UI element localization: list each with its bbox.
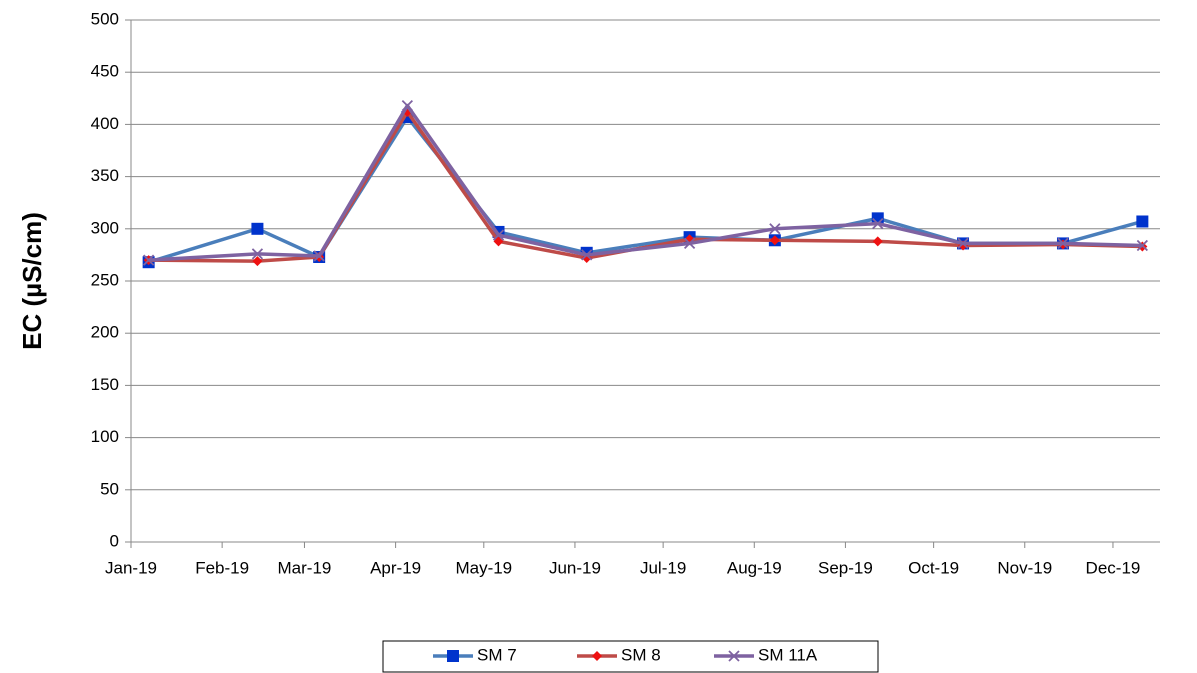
marker	[872, 217, 884, 230]
marker	[592, 651, 602, 661]
x-tick-label: Sep-19	[818, 558, 873, 577]
marker	[251, 222, 264, 235]
marker	[313, 250, 325, 262]
legend-label: SM 11A	[758, 645, 818, 664]
y-axis-label: EC (µS/cm)	[17, 212, 47, 350]
marker	[1136, 239, 1148, 252]
marker	[252, 256, 263, 267]
x-tick-label: Jun-19	[549, 558, 601, 577]
y-tick-label: 50	[100, 479, 119, 498]
y-tick-label: 100	[91, 427, 119, 446]
marker	[251, 248, 264, 260]
series-line	[148, 115, 1143, 264]
y-tick-label: 250	[91, 270, 119, 289]
marker	[581, 249, 593, 261]
y-tick-label: 500	[91, 9, 119, 28]
x-tick-label: Mar-19	[278, 558, 332, 577]
x-tick-label: Feb-19	[195, 558, 249, 577]
marker	[143, 254, 155, 266]
legend-label: SM 7	[477, 645, 517, 664]
marker	[447, 650, 459, 662]
marker	[769, 235, 780, 246]
y-tick-label: 300	[91, 218, 119, 237]
legend-label: SM 8	[621, 645, 661, 664]
x-tick-label: Nov-19	[997, 558, 1052, 577]
y-tick-label: 450	[91, 62, 119, 81]
marker	[872, 236, 883, 247]
marker	[1136, 215, 1149, 228]
marker	[769, 223, 781, 235]
series-line	[148, 110, 1143, 263]
marker	[1057, 237, 1069, 250]
marker	[401, 99, 413, 112]
x-tick-label: May-19	[455, 558, 512, 577]
marker	[581, 253, 592, 264]
y-tick-label: 150	[91, 375, 119, 394]
y-tick-label: 0	[110, 531, 119, 550]
marker	[728, 650, 740, 662]
y-tick-label: 200	[91, 323, 119, 342]
x-tick-label: Apr-19	[370, 558, 421, 577]
series-line	[148, 103, 1143, 262]
x-tick-label: Dec-19	[1086, 558, 1141, 577]
x-tick-label: Jan-19	[105, 558, 157, 577]
y-tick-label: 350	[91, 166, 119, 185]
marker	[957, 237, 969, 250]
x-tick-label: Oct-19	[908, 558, 959, 577]
y-tick-label: 400	[91, 114, 119, 133]
marker	[683, 237, 696, 250]
marker	[492, 229, 505, 241]
x-tick-label: Aug-19	[727, 558, 782, 577]
x-tick-label: Jul-19	[640, 558, 686, 577]
